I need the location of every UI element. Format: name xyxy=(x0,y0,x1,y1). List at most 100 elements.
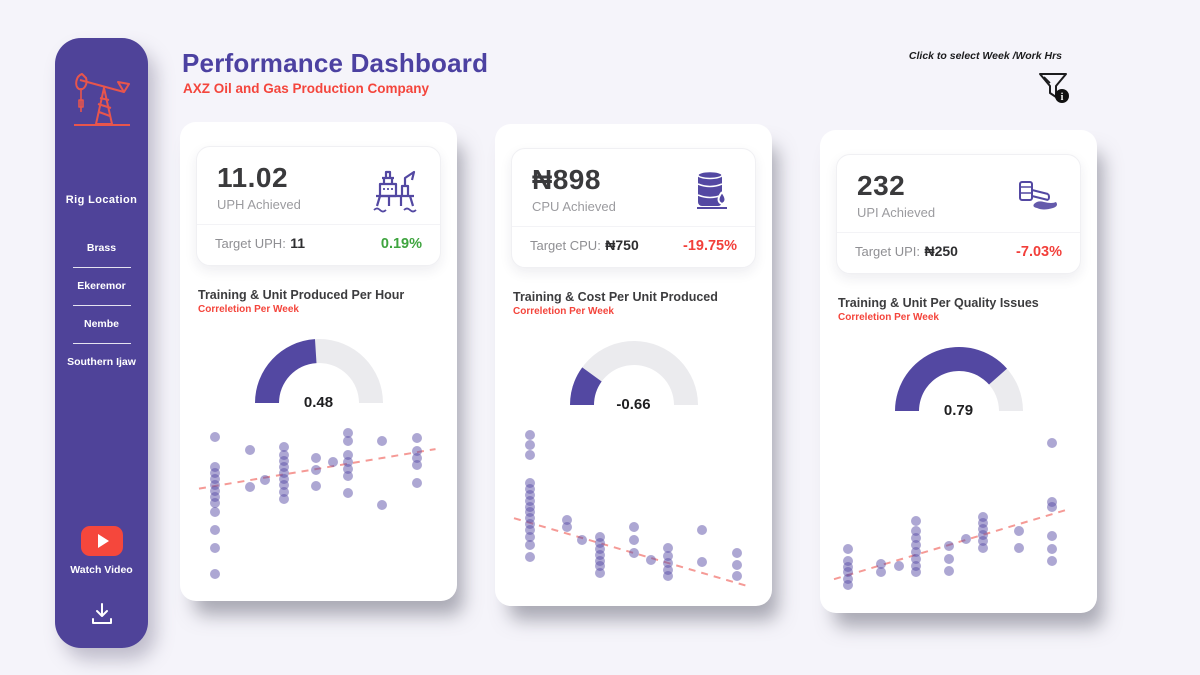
scatter-point xyxy=(210,569,221,580)
target-value: ₦250 xyxy=(924,243,958,259)
scatter-point xyxy=(210,485,221,496)
scatter-point xyxy=(842,573,853,584)
correlation-gauge[interactable]: 0.79 xyxy=(884,335,1034,419)
metric-label: UPH Achieved xyxy=(217,197,301,212)
page-subtitle: AXZ Oil and Gas Production Company xyxy=(183,81,430,96)
scatter-point xyxy=(978,524,989,535)
scatter-point xyxy=(411,460,422,471)
gauge-value: 0.79 xyxy=(943,402,974,419)
scatter-point xyxy=(343,464,354,475)
filter-funnel-icon[interactable]: i xyxy=(1036,70,1072,106)
delta-badge: -7.03% xyxy=(1016,244,1062,260)
correlation-gauge[interactable]: -0.66 xyxy=(559,329,709,413)
target-value: 11 xyxy=(290,235,306,251)
scatter-point xyxy=(944,565,955,576)
scatter-point xyxy=(343,435,354,446)
scatter-point xyxy=(663,571,674,582)
scatter-point xyxy=(311,452,321,463)
scatter-point xyxy=(731,571,742,582)
scatter-point xyxy=(210,431,221,442)
scatter-point xyxy=(697,556,708,567)
download-icon[interactable] xyxy=(89,602,115,626)
scatter-point xyxy=(594,543,605,554)
scatter-point xyxy=(210,542,221,553)
sidebar-item-ekeremor[interactable]: Ekeremor xyxy=(77,280,126,292)
scatter-point xyxy=(525,532,536,543)
chart-title: Training & Unit Per Quality Issues xyxy=(838,296,1039,310)
scatter-point xyxy=(244,481,255,492)
scatter-point xyxy=(278,480,289,491)
chart-subtitle: Correletion Per Week xyxy=(838,312,939,323)
scatter-point xyxy=(525,501,536,512)
scatter-point xyxy=(628,535,639,545)
scatter-point xyxy=(525,449,536,460)
scatter-point xyxy=(842,555,853,566)
filter-hint-label: Click to select Week /Work Hrs xyxy=(908,50,1062,62)
sidebar-item-brass[interactable]: Brass xyxy=(86,242,117,254)
scatter-plot[interactable] xyxy=(194,425,443,597)
scatter-point xyxy=(910,533,921,544)
scatter-point xyxy=(210,462,221,473)
watch-video-label[interactable]: Watch Video xyxy=(70,564,133,576)
scatter-point xyxy=(910,546,921,557)
scatter-plot[interactable] xyxy=(833,433,1083,605)
oil-spill-barrel-icon xyxy=(1019,181,1057,210)
divider xyxy=(72,305,131,306)
divider xyxy=(72,343,131,344)
divider xyxy=(72,267,131,268)
scatter-point xyxy=(910,553,921,564)
scatter-point xyxy=(1046,501,1057,512)
metric-value: 232 xyxy=(857,170,906,201)
scatter-point xyxy=(411,446,422,457)
delta-badge: 0.19% xyxy=(380,236,422,252)
scatter-point xyxy=(343,450,354,461)
scatter-point xyxy=(311,480,321,491)
scatter-point xyxy=(1046,555,1057,566)
scatter-point xyxy=(278,456,289,467)
correlation-gauge[interactable]: 0.48 xyxy=(244,327,394,411)
delta-badge: -19.75% xyxy=(682,238,737,254)
scatter-point xyxy=(278,468,289,479)
scatter-point xyxy=(343,487,354,498)
scatter-plot[interactable] xyxy=(509,427,758,599)
metric-label: CPU Achieved xyxy=(532,199,616,214)
scatter-point xyxy=(525,478,536,489)
scatter-point xyxy=(525,525,536,536)
scatter-point xyxy=(561,515,572,526)
scatter-point xyxy=(1046,543,1057,554)
scatter-point xyxy=(594,561,605,572)
scatter-point xyxy=(645,554,656,565)
metric-box-uph: 11.02 UPH Achieved Target UPH: 11 xyxy=(196,146,441,266)
scatter-point xyxy=(910,516,921,527)
scatter-point xyxy=(210,506,221,517)
sidebar-item-southern-ijaw[interactable]: Southern Ijaw xyxy=(67,356,136,368)
scatter-point xyxy=(525,551,536,562)
scatter-point xyxy=(910,567,921,578)
scatter-point xyxy=(1046,531,1057,542)
scatter-point xyxy=(278,493,289,504)
scatter-point xyxy=(343,427,354,438)
target-value: ₦750 xyxy=(605,237,639,253)
scatter-point xyxy=(278,486,289,497)
scatter-point xyxy=(894,560,905,571)
metric-box-upi: 232 UPI Achieved Target UPI: ₦250 -7.03% xyxy=(836,154,1081,274)
sidebar-item-nembe[interactable]: Nembe xyxy=(83,318,119,330)
scatter-point xyxy=(525,507,536,518)
chart-subtitle: Correletion Per Week xyxy=(513,306,614,317)
scatter-point xyxy=(525,483,536,494)
sidebar: Rig Location Brass Ekeremor Nembe Southe… xyxy=(55,38,148,648)
scatter-point xyxy=(1046,437,1057,448)
scatter-point xyxy=(343,457,354,468)
youtube-play-icon[interactable] xyxy=(80,526,123,556)
scatter-point xyxy=(731,559,742,570)
scatter-point xyxy=(525,439,536,450)
chart-title: Training & Unit Produced Per Hour xyxy=(198,288,405,302)
scatter-point xyxy=(731,547,742,558)
scatter-point xyxy=(210,525,221,536)
scatter-point xyxy=(663,564,674,575)
scatter-point xyxy=(594,555,605,566)
scatter-point xyxy=(944,541,955,551)
scatter-point xyxy=(978,530,989,541)
scatter-point xyxy=(577,535,588,545)
scatter-point xyxy=(278,450,289,461)
